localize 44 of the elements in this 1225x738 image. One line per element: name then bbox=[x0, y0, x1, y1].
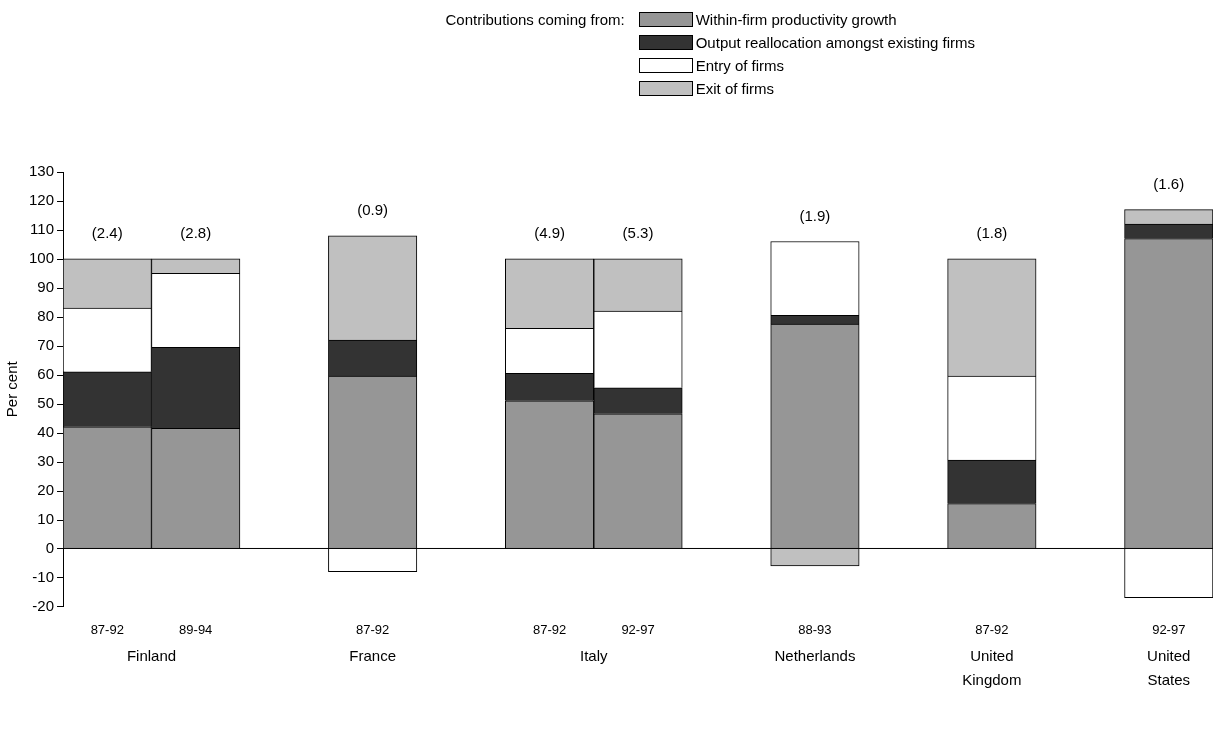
legend-label: Entry of firms bbox=[695, 57, 785, 74]
annotation: (5.3) bbox=[622, 224, 654, 242]
y-tick-label: 120 bbox=[29, 191, 55, 209]
y-tick-label: 100 bbox=[29, 249, 55, 267]
y-tick-label: -20 bbox=[32, 596, 55, 614]
text: United Kingdom bbox=[962, 647, 1022, 689]
x-tick-label: 87-92 bbox=[356, 621, 390, 637]
x-tick-label: 92-97 bbox=[621, 621, 655, 637]
y-tick-label: -10 bbox=[32, 567, 55, 585]
text: Italy bbox=[580, 647, 609, 665]
text: Finland bbox=[126, 647, 177, 665]
y-tick-label: 60 bbox=[37, 364, 55, 382]
annotation: (1.9) bbox=[799, 206, 831, 224]
y-tick-label: 70 bbox=[37, 335, 55, 353]
y-tick-label: 110 bbox=[30, 220, 55, 238]
legend-label: Exit of firms bbox=[695, 80, 775, 97]
y-tick-label: 50 bbox=[37, 393, 55, 411]
y-tick-label: 40 bbox=[37, 422, 55, 440]
y-tick-label: 0 bbox=[45, 538, 55, 556]
legend-label: Within-firm productivity growth bbox=[695, 11, 897, 28]
text: United States bbox=[1147, 647, 1191, 689]
annotation: (4.9) bbox=[534, 224, 565, 242]
annotation: (1.6) bbox=[1153, 174, 1185, 192]
x-tick-label: 89-94 bbox=[179, 621, 213, 637]
x-tick-label: 87-92 bbox=[532, 621, 567, 637]
x-tick-label: 92-97 bbox=[1152, 621, 1186, 637]
x-tick-label: 88-93 bbox=[798, 621, 832, 637]
legend-title: Contributions coming from: bbox=[445, 11, 625, 28]
text: France bbox=[349, 647, 396, 665]
text: Netherlands bbox=[774, 647, 856, 665]
annotation: (2.4) bbox=[91, 224, 123, 242]
x-tick-label: 87-92 bbox=[90, 621, 124, 637]
y-tick-label: 80 bbox=[37, 306, 55, 324]
y-tick-label: 20 bbox=[37, 480, 55, 498]
legend-label: Output reallocation amongst existing firms bbox=[695, 34, 975, 51]
y-axis-title: Per cent bbox=[3, 360, 21, 418]
x-tick-label: 87-92 bbox=[975, 621, 1009, 637]
y-tick-label: 90 bbox=[37, 277, 55, 295]
y-tick-label: 30 bbox=[37, 451, 55, 469]
y-tick-label: 130 bbox=[29, 162, 55, 180]
annotation: (2.8) bbox=[180, 224, 212, 242]
annotation: (1.8) bbox=[976, 224, 1008, 242]
y-tick-label: 10 bbox=[37, 509, 55, 527]
annotation: (0.9) bbox=[357, 200, 389, 218]
